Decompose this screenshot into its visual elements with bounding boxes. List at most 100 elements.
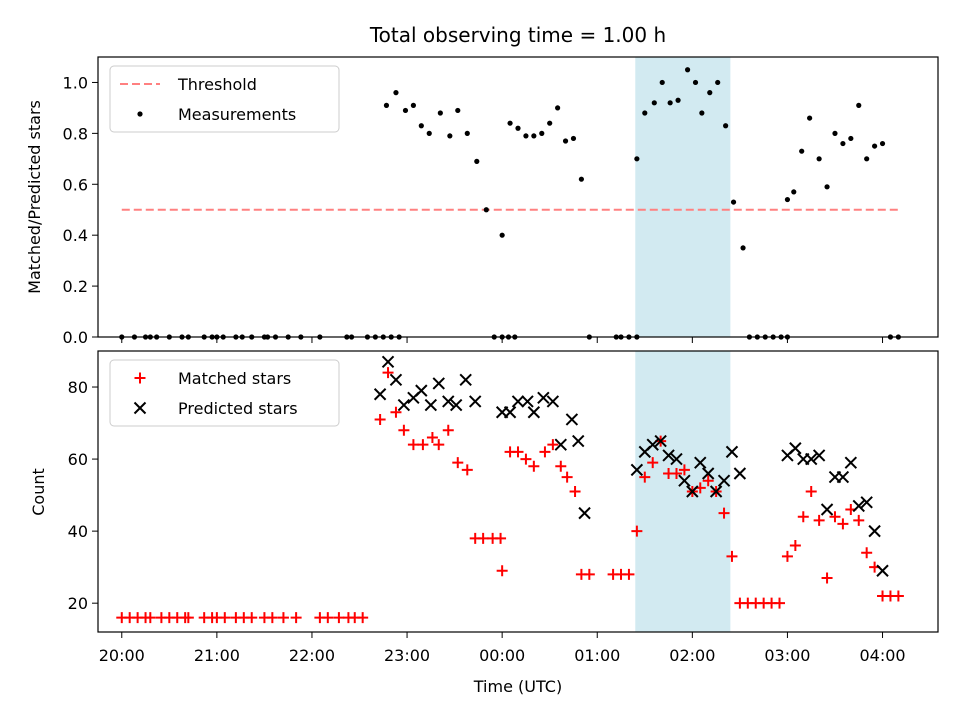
chart-title: Total observing time = 1.00 h (369, 23, 666, 47)
bottom-matched-stars-point-47 (539, 446, 551, 458)
bottom-predicted-stars-point-40 (805, 452, 818, 466)
bottom-x-tick-label-3: 23:00 (384, 646, 430, 665)
top-measurements-point-66 (684, 67, 691, 73)
top-measurements-point-92 (879, 140, 886, 147)
bottom-matched-stars-point-37 (461, 464, 473, 476)
bottom-matched-stars-point-41 (495, 532, 507, 544)
top-measurements-point-89 (856, 102, 862, 108)
bottom-predicted-stars-point-41 (812, 449, 826, 462)
bottom-x-tick-label-4: 00:00 (479, 646, 525, 665)
bottom-matched-stars-point-78 (797, 511, 809, 523)
bottom-matched-stars-point-39 (477, 532, 489, 544)
bottom-matched-stars-point-35 (442, 424, 454, 436)
top-measurements-point-32 (418, 123, 424, 129)
bottom-matched-stars-point-28 (382, 367, 394, 379)
bottom-predicted-stars-point-32 (701, 467, 715, 480)
bottom-matched-stars-point-27 (374, 413, 386, 425)
top-measurements-point-67 (692, 79, 699, 86)
bottom-predicted-stars-point-22 (578, 506, 591, 520)
top-y-tick-label-0: 0.0 (63, 328, 88, 347)
bottom-y-tick-label-0: 20 (68, 594, 88, 613)
top-highlight-band (635, 57, 731, 337)
top-y-tick-label-3: 0.6 (63, 175, 88, 194)
bottom-matched-stars-point-30 (398, 424, 410, 436)
top-measurements-point-70 (715, 79, 721, 86)
top-measurements-point-39 (483, 207, 489, 213)
bottom-predicted-stars-point-0 (373, 388, 387, 401)
bottom-predicted-stars-point-33 (709, 485, 723, 498)
bottom-y-axis-label: Count (29, 468, 48, 516)
bottom-matched-stars-point-86 (861, 547, 873, 559)
bottom-panel: 20 40 60 80 20:00 21:00 22:00 23:00 00:00 01:00 02… (68, 350, 939, 665)
bottom-y-tick-label-2: 60 (68, 450, 88, 469)
top-measurements-point-30 (402, 107, 409, 114)
bottom-matched-stars-point-79 (805, 486, 817, 497)
bottom-predicted-stars-point-11 (469, 395, 482, 408)
top-measurements-point-90 (864, 156, 870, 162)
top-legend-swatch-1 (137, 111, 143, 117)
bottom-predicted-stars-point-5 (415, 384, 428, 397)
bottom-x-tick-label-1: 21:00 (194, 646, 240, 665)
bottom-matched-stars-point-32 (417, 439, 429, 451)
bottom-matched-stars-point-50 (561, 471, 573, 483)
bottom-predicted-stars-point-38 (789, 442, 802, 455)
top-measurements-point-29 (393, 90, 399, 96)
top-measurements-point-72 (730, 199, 737, 205)
bottom-predicted-stars-point-20 (565, 413, 579, 426)
top-measurements-point-53 (570, 135, 577, 142)
bottom-x-tick-label-7: 03:00 (764, 646, 810, 665)
bottom-y-tick-label-3: 80 (68, 378, 88, 397)
top-measurements-point-81 (791, 189, 797, 195)
bottom-matched-stars-point-42 (496, 565, 508, 577)
bottom-predicted-stars-point-16 (527, 406, 541, 419)
bottom-predicted-stars-point-34 (717, 474, 731, 487)
bottom-predicted-stars-point-26 (654, 434, 667, 448)
bottom-predicted-stars-point-18 (546, 395, 560, 408)
bottom-predicted-stars-point-29 (678, 474, 691, 487)
top-measurements-point-91 (872, 143, 878, 149)
bottom-predicted-stars-point-25 (646, 438, 659, 451)
bottom-matched-stars-point-58 (639, 471, 651, 483)
top-measurements-point-34 (437, 110, 443, 116)
bottom-predicted-stars-point-35 (725, 445, 739, 459)
bottom-matched-stars-point-85 (853, 514, 865, 526)
bottom-matched-stars-point-56 (623, 568, 635, 580)
top-measurements-point-50 (547, 120, 553, 126)
top-measurements-point-28 (383, 102, 390, 108)
bottom-predicted-stars-point-1 (381, 355, 395, 369)
top-y-tick-label-1: 0.2 (63, 277, 88, 296)
bottom-predicted-stars-point-48 (868, 524, 881, 538)
top-y-axis-label: Matched/Predicted stars (25, 100, 44, 294)
bottom-predicted-stars-point-3 (397, 398, 411, 412)
bottom-predicted-stars-point-49 (876, 564, 889, 577)
bottom-matched-stars-point-45 (520, 453, 532, 465)
top-measurements-point-73 (740, 245, 746, 251)
top-y-tick-label-4: 0.8 (63, 124, 88, 143)
top-panel: 0.0 0.2 0.4 0.6 0.8 1.0 Threshold Measurements (63, 56, 939, 347)
bottom-matched-stars-point-63 (678, 464, 690, 476)
bottom-predicted-stars-point-36 (733, 467, 747, 480)
top-measurements-point-60 (634, 156, 640, 162)
top-measurements-point-86 (832, 130, 838, 136)
top-measurements-point-65 (675, 97, 681, 103)
bottom-matched-stars-point-68 (718, 507, 730, 519)
bottom-predicted-stars-point-10 (459, 373, 472, 387)
bottom-matched-stars-point-82 (829, 511, 841, 523)
top-measurements-point-36 (455, 107, 461, 114)
top-measurements-point-84 (816, 156, 822, 162)
top-measurements-point-88 (848, 135, 854, 142)
bottom-matched-stars-point-9 (182, 612, 194, 624)
bottom-predicted-stars-point-28 (670, 452, 683, 466)
bottom-legend: Matched stars Predicted stars (109, 359, 340, 427)
bottom-matched-stars-point-19 (277, 612, 289, 624)
top-legend-label-0: Threshold (177, 75, 257, 94)
bottom-matched-stars-point-69 (726, 550, 738, 562)
top-measurements-point-31 (410, 102, 416, 108)
bottom-predicted-stars-point-27 (662, 449, 675, 462)
top-measurements-point-61 (642, 110, 648, 116)
top-y-tick-label-2: 0.4 (63, 226, 88, 245)
bottom-predicted-stars-point-42 (820, 503, 834, 516)
bottom-legend-label-1: Predicted stars (178, 399, 298, 418)
top-measurements-point-51 (555, 105, 561, 111)
